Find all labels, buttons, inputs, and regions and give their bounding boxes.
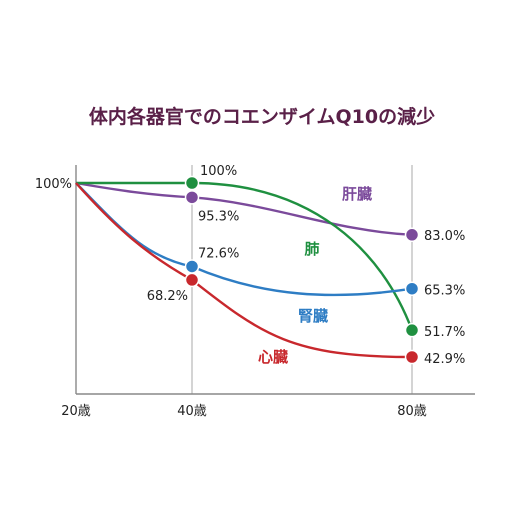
data-point bbox=[184, 272, 200, 288]
data-point bbox=[404, 349, 420, 365]
data-label: 95.3% bbox=[198, 209, 239, 224]
x-tick-label: 40歳 bbox=[177, 404, 207, 419]
data-point bbox=[184, 175, 200, 191]
data-label: 83.0% bbox=[424, 229, 465, 244]
series-name-label: 肺 bbox=[304, 240, 319, 258]
axes bbox=[75, 165, 475, 395]
data-point bbox=[184, 190, 200, 205]
series-line-0 bbox=[75, 181, 413, 237]
data-label: 68.2% bbox=[147, 289, 188, 304]
data-label: 51.7% bbox=[424, 325, 465, 340]
series-name-label: 腎臓 bbox=[298, 307, 328, 325]
data-label: 65.3% bbox=[424, 284, 465, 299]
series-name-label: 肝臓 bbox=[342, 185, 372, 203]
data-point bbox=[404, 227, 420, 243]
data-label: 72.6% bbox=[198, 246, 239, 261]
data-point bbox=[184, 259, 200, 274]
series-name-label: 心臓 bbox=[258, 348, 288, 366]
series-line-1 bbox=[76, 181, 414, 331]
x-tick-label: 20歳 bbox=[61, 404, 91, 419]
y-tick-label: 100% bbox=[35, 177, 72, 192]
labels: 20歳 40歳 80歳 100% 95.3% 83.0% 100% 51.7% 72.6% 65.… bbox=[35, 164, 465, 419]
data-point bbox=[404, 322, 420, 338]
x-tick-label: 80歳 bbox=[397, 404, 427, 419]
data-points bbox=[184, 175, 420, 365]
data-label: 42.9% bbox=[424, 352, 465, 367]
data-point bbox=[404, 281, 420, 296]
series-lines bbox=[75, 181, 414, 359]
data-label: 100% bbox=[200, 164, 237, 179]
series-line-3 bbox=[75, 182, 413, 359]
chart-title: 体内各器官でのコエンザイムQ10の減少 bbox=[89, 105, 435, 128]
